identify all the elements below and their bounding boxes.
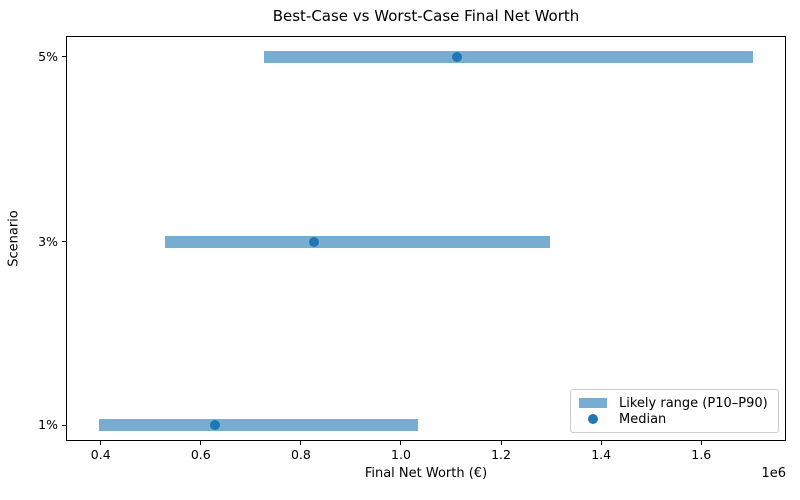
range-bar — [164, 235, 551, 248]
chart-title: Best-Case vs Worst-Case Final Net Worth — [272, 7, 580, 25]
x-tick-label: 0.6 — [190, 447, 211, 462]
median-dot — [452, 51, 463, 62]
median-dot-swatch-wrap — [579, 414, 607, 424]
x-tick-mark — [700, 441, 702, 445]
x-tick-mark — [500, 441, 502, 445]
x-tick-mark — [600, 441, 602, 445]
x-tick-label: 1.0 — [391, 447, 411, 462]
x-tick-mark — [100, 441, 102, 445]
legend-label-range: Likely range (P10–P90) — [619, 395, 768, 411]
y-tick-label: 3% — [38, 233, 58, 249]
x-tick-label: 1.4 — [591, 447, 612, 462]
y-tick-mark — [62, 56, 66, 57]
legend: Likely range (P10–P90) Median — [570, 389, 779, 433]
x-tick-mark — [400, 441, 402, 445]
median-dot-swatch-icon — [588, 414, 598, 424]
legend-item-median: Median — [579, 411, 770, 427]
x-axis-offset-label: 1e6 — [761, 466, 786, 481]
median-dot — [308, 236, 319, 247]
x-tick-label: 1.6 — [691, 447, 712, 462]
range-bar-swatch-icon — [579, 398, 607, 408]
x-axis-label: Final Net Worth (€) — [364, 466, 488, 481]
x-tick-mark — [200, 441, 202, 445]
x-tick-mark — [300, 441, 302, 445]
median-dot — [209, 420, 220, 430]
y-tick-mark — [62, 424, 66, 426]
x-tick-label: 0.4 — [90, 447, 111, 462]
x-tick-label: 0.8 — [290, 447, 311, 462]
legend-item-range: Likely range (P10–P90) — [579, 395, 770, 411]
y-tick-label: 1% — [38, 417, 58, 432]
range-bar — [98, 419, 418, 431]
legend-label-median: Median — [619, 411, 667, 427]
y-tick-mark — [62, 241, 66, 242]
range-bar — [263, 50, 754, 63]
x-tick-label: 1.2 — [491, 447, 511, 462]
y-tick-label: 5% — [38, 48, 58, 64]
